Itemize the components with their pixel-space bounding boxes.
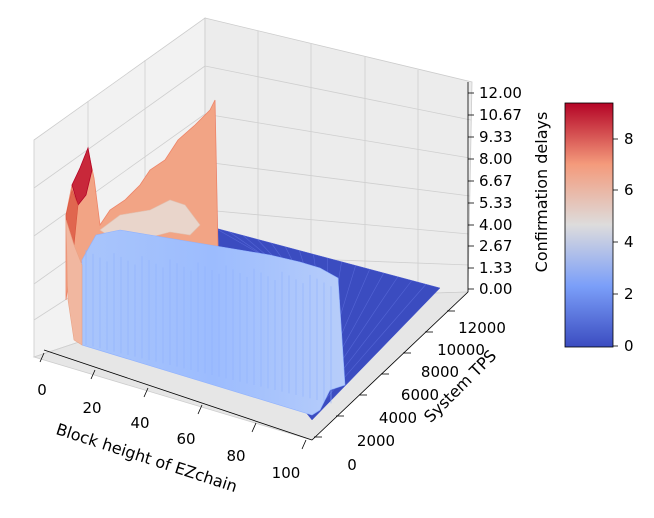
surface-mid-wall [81,229,346,416]
y-tick-0: 0 [347,456,357,474]
y-tick-6000: 6000 [401,386,439,404]
x-tick-40: 40 [130,414,149,432]
colorbar-gradient [564,102,614,348]
z-tick-6-67: 6.67 [479,172,512,190]
x-tick-80: 80 [226,447,245,465]
z-tick-9-33: 9.33 [479,128,512,146]
surface-wall-lines [85,250,332,404]
z-tick-10-67: 10.67 [479,106,522,124]
x-tick-100: 100 [272,464,301,482]
colorbar-tick-4: 4 [624,233,634,251]
z-tick-labels: 12.00 10.67 9.33 8.00 6.67 5.33 4.00 2.6… [468,84,522,298]
y-axis-line [311,291,469,441]
x-tick-labels: 0 20 40 60 80 100 [37,352,307,482]
surface-mesh-line [313,284,427,413]
z-tick-12: 12.00 [479,84,522,102]
z-tick-8: 8.00 [479,150,512,168]
y-tick-2000: 2000 [357,432,395,450]
z-axis-label: Confirmation delays [532,112,551,273]
z-tick-1-33: 1.33 [479,259,512,277]
colorbar-tick-6: 6 [624,181,634,199]
surface-front-edge [65,219,83,346]
y-tick-8000: 8000 [421,363,459,381]
colorbar-tick-2: 2 [624,285,634,303]
x-tick-0: 0 [37,381,47,399]
colorbar: 0 2 4 6 8 [564,102,634,355]
colorbar-tick-0: 0 [624,337,634,355]
x-tick-20: 20 [82,399,101,417]
colorbar-tick-8: 8 [624,130,634,148]
x-axis-line [43,349,313,441]
z-tick-4: 4.00 [479,216,512,234]
x-tick-60: 60 [176,430,195,448]
y-tick-10000: 10000 [437,341,485,359]
y-tick-12000: 12000 [458,319,506,337]
z-tick-0: 0.00 [479,280,512,298]
z-tick-5-33: 5.33 [479,194,512,212]
z-tick-2-67: 2.67 [479,237,512,255]
y-tick-labels: 0 2000 4000 6000 8000 10000 12000 [314,310,506,474]
y-tick-4000: 4000 [379,409,417,427]
